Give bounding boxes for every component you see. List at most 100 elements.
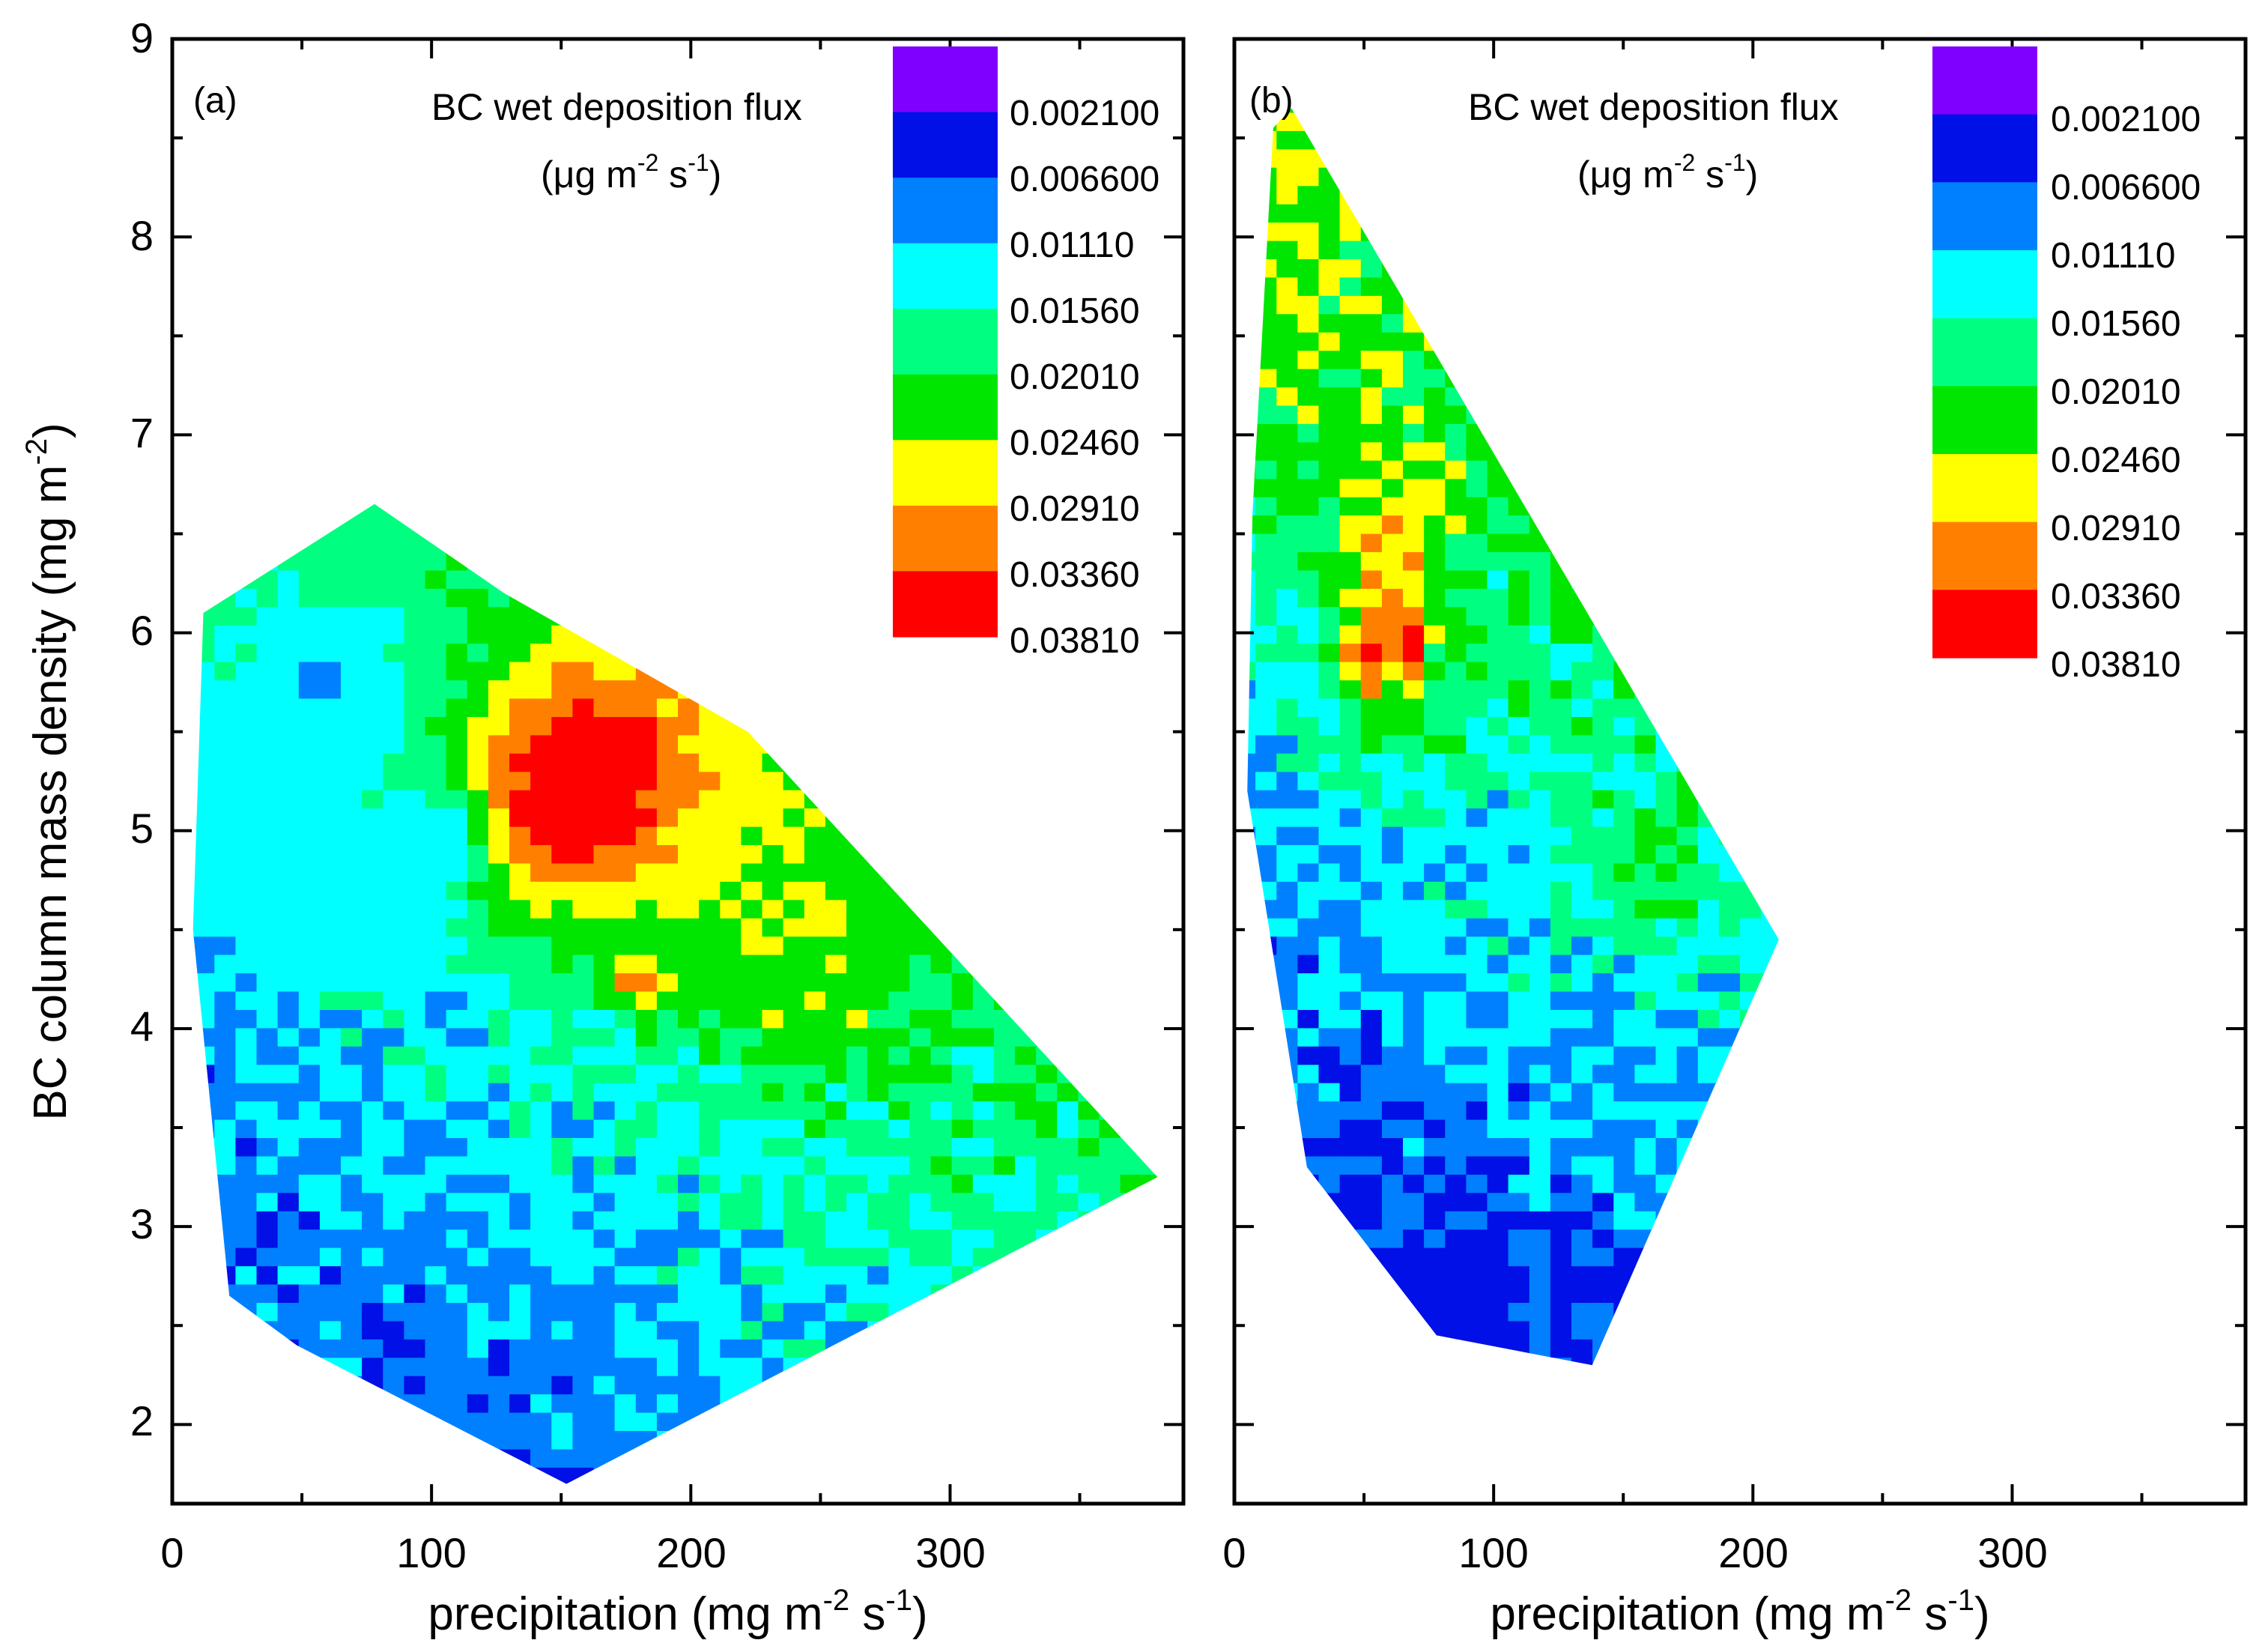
contour-cell — [972, 789, 995, 809]
contour-cell — [1360, 1155, 1383, 1175]
contour-cell — [1036, 1467, 1058, 1484]
contour-cell — [783, 881, 805, 901]
contour-cell — [1424, 643, 1446, 662]
contour-cell — [1162, 387, 1184, 405]
contour-cell — [762, 1486, 784, 1504]
contour-cell — [635, 716, 658, 736]
contour-cell — [993, 1412, 1016, 1431]
contour-cell — [1424, 423, 1446, 443]
contour-cell — [404, 606, 426, 626]
contour-cell — [972, 1448, 995, 1468]
contour-cell — [467, 533, 489, 552]
contour-cell — [509, 423, 531, 442]
contour-cell — [720, 369, 742, 387]
contour-cell — [1247, 1265, 1256, 1285]
contour-cell — [341, 1302, 363, 1322]
contour-cell — [446, 844, 468, 864]
contour-cell — [446, 1192, 468, 1211]
contour-cell — [193, 460, 215, 479]
contour-cell — [425, 990, 447, 1010]
contour-cell — [846, 734, 868, 754]
contour-cell — [1403, 1009, 1425, 1029]
contour-cell — [192, 551, 194, 571]
contour-cell — [1339, 1320, 1362, 1340]
contour-cell — [1445, 826, 1467, 845]
contour-cell — [425, 1375, 447, 1395]
contour-cell — [762, 39, 784, 58]
contour-cell — [530, 533, 552, 552]
contour-cell — [235, 405, 257, 424]
contour-cell — [1297, 1357, 1320, 1366]
contour-cell — [235, 387, 257, 405]
contour-cell — [699, 369, 721, 387]
contour-cell — [551, 661, 574, 681]
contour-cell — [1297, 1101, 1320, 1120]
contour-cell — [741, 1467, 763, 1484]
contour-cell — [1424, 1467, 1446, 1486]
contour-cell — [1276, 332, 1299, 351]
contour-cell — [909, 1174, 932, 1193]
contour-cell — [362, 1101, 383, 1120]
contour-cell — [635, 1467, 658, 1484]
contour-cell — [572, 643, 595, 662]
contour-cell — [678, 1009, 700, 1029]
contour-cell — [214, 606, 237, 626]
contour-cell — [1120, 698, 1142, 717]
contour-cell — [341, 76, 363, 94]
contour-cell — [783, 149, 805, 168]
contour-cell — [1318, 332, 1341, 351]
contour-cell — [699, 479, 721, 497]
contour-cell — [741, 753, 763, 772]
contour-cell — [825, 479, 847, 497]
contour-cell — [446, 808, 468, 827]
contour-cell — [298, 1229, 321, 1248]
contour-cell — [1339, 496, 1362, 516]
contour-cell — [678, 258, 700, 277]
contour-cell — [1319, 1430, 1341, 1449]
contour-cell — [1036, 753, 1058, 772]
contour-cell — [1120, 680, 1142, 699]
contour-cell — [909, 1430, 932, 1450]
contour-cell — [783, 57, 805, 76]
contour-cell — [530, 1119, 552, 1138]
contour-cell — [1424, 1229, 1446, 1248]
contour-cell — [1445, 515, 1467, 534]
contour-cell — [1078, 1412, 1100, 1431]
contour-cell — [1487, 606, 1509, 626]
contour-cell — [594, 295, 616, 314]
contour-cell — [846, 606, 868, 626]
contour-cell — [762, 1137, 784, 1157]
contour-cell — [278, 1486, 300, 1504]
contour-cell — [298, 606, 321, 626]
contour-cell — [846, 789, 868, 809]
contour-cell — [488, 606, 510, 626]
contour-cell — [930, 954, 953, 974]
contour-cell — [825, 936, 847, 955]
contour-cell — [1120, 1448, 1142, 1468]
contour-cell — [1403, 643, 1425, 662]
contour-cell — [383, 1155, 405, 1175]
contour-cell — [972, 844, 995, 864]
contour-cell — [551, 1412, 574, 1431]
contour-cell — [783, 1486, 805, 1504]
contour-cell — [846, 1375, 868, 1395]
contour-cell — [699, 661, 721, 681]
contour-cell — [488, 1119, 510, 1138]
contour-cell — [1445, 39, 1467, 58]
contour-cell — [1276, 661, 1299, 681]
contour-cell — [299, 186, 321, 205]
contour-cell — [319, 844, 342, 864]
contour-cell — [1445, 203, 1467, 223]
contour-cell — [804, 1302, 826, 1322]
contour-cell — [235, 1101, 258, 1120]
contour-cell — [1247, 899, 1256, 919]
contour-cell — [1036, 862, 1058, 882]
contour-cell — [192, 533, 194, 552]
contour-cell — [888, 680, 911, 699]
contour-cell — [404, 661, 426, 681]
contour-cell — [446, 1247, 468, 1267]
contour-cell — [214, 503, 237, 516]
contour-cell — [446, 606, 468, 626]
contour-cell — [1255, 148, 1277, 168]
contour-cell — [656, 698, 679, 717]
